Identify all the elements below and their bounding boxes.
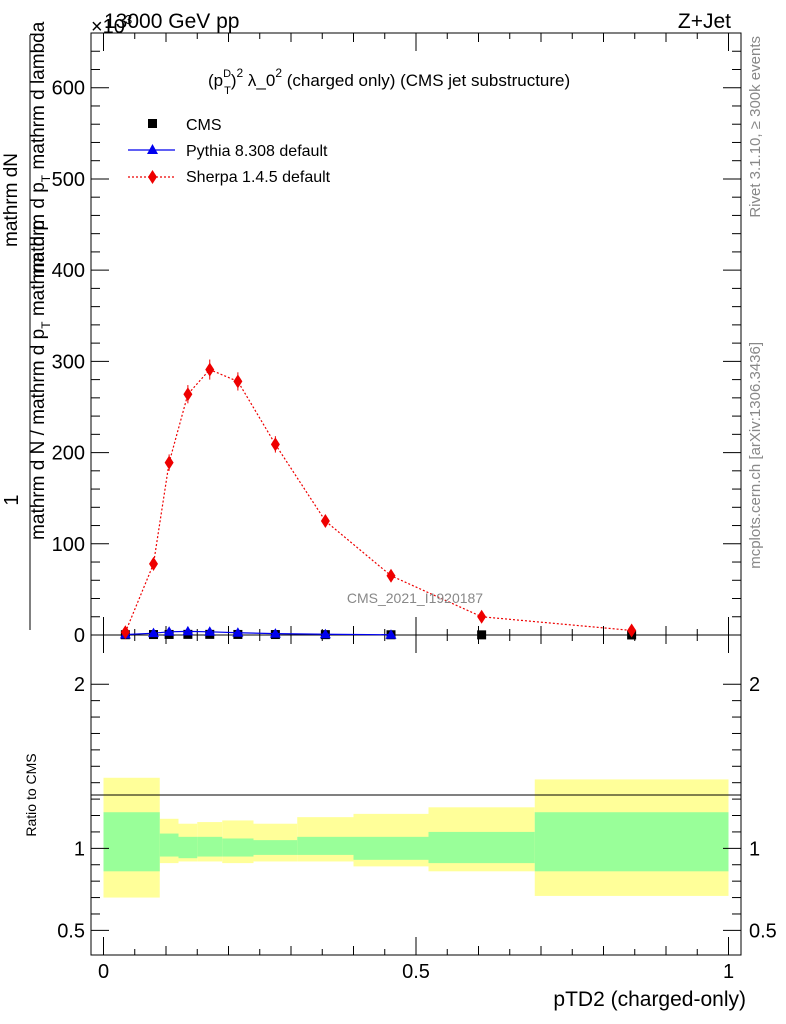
y-label-numerator-top: mathrm dN	[1, 153, 22, 247]
x-tick-label: 0.5	[402, 961, 430, 983]
energy-label: 13000 GeV pp	[104, 10, 239, 33]
y-tick-label: 200	[52, 443, 85, 465]
ratio-band-1sigma	[428, 831, 535, 864]
legend-entry-pythia: Pythia 8.308 default	[128, 143, 328, 160]
analysis-label: CMS_2021_I1920187	[347, 590, 483, 606]
x-tick-label: 1	[723, 961, 734, 983]
ratio-bands	[103, 777, 729, 898]
legend-entry-cms: CMS	[148, 117, 222, 134]
data-point	[120, 625, 130, 640]
ratio-y-tick-label-right: 1	[749, 838, 760, 860]
data-point	[320, 513, 330, 528]
ratio-y-tick-label: 0.5	[57, 920, 85, 942]
series-sherpa	[120, 359, 637, 640]
ratio-y-tick-label-right: 0.5	[749, 920, 777, 942]
ratio-band-1sigma	[534, 812, 729, 872]
data-point	[386, 568, 396, 583]
y-tick-label: 600	[52, 78, 85, 100]
y-tick-label: 500	[52, 169, 85, 191]
y-label-one: 1	[1, 494, 23, 505]
data-point	[233, 374, 243, 389]
ratio-band-1sigma	[159, 833, 179, 857]
y-axis-label: 1 mathrm d N / mathrm d pT mathrm d p ma…	[1, 21, 53, 630]
data-point	[205, 362, 215, 377]
ratio-band-1sigma	[353, 836, 429, 860]
data-point	[627, 623, 637, 638]
data-point	[477, 630, 487, 640]
data-point	[269, 628, 281, 638]
x-axis-label: pTD2 (charged-only)	[553, 988, 746, 1011]
ratio-y-tick-label-right: 2	[749, 674, 760, 696]
data-point	[477, 609, 487, 624]
ratio-band-1sigma	[197, 836, 223, 857]
ratio-y-label: Ratio to CMS	[23, 753, 39, 836]
ratio-band-1sigma	[222, 838, 254, 857]
data-point	[148, 627, 159, 638]
y-multiplier: ×103	[91, 12, 132, 38]
y-tick-label: 300	[52, 351, 85, 373]
data-point	[385, 629, 397, 639]
ratio-y-tick-label: 2	[74, 674, 85, 696]
data-point	[183, 387, 193, 402]
series-pythia	[119, 625, 397, 639]
data-point	[204, 626, 216, 636]
process-label: Z+Jet	[678, 10, 731, 33]
ratio-band-1sigma	[178, 836, 198, 859]
data-point	[319, 628, 331, 639]
data-point	[149, 556, 158, 571]
legend-label: Pythia 8.308 default	[186, 143, 328, 160]
plot-title: (pD T)2 λ_02 (charged only) (CMS jet subs…	[208, 66, 570, 97]
data-point	[163, 626, 175, 636]
data-point	[182, 625, 194, 636]
data-point	[232, 627, 244, 637]
legend-label: CMS	[186, 117, 222, 134]
ratio-band-1sigma	[103, 812, 160, 872]
legend-marker-diamond	[148, 170, 157, 184]
rivet-label: Rivet 3.1.10, ≥ 300k events	[747, 36, 764, 218]
legend-marker-triangle	[147, 144, 158, 154]
ratio-band-1sigma	[297, 836, 354, 855]
series-layer	[119, 359, 637, 640]
mcplots-label: mcplots.cern.ch [arXiv:1306.3436]	[747, 342, 764, 569]
y-label-denominator: mathrm d N / mathrm d pT mathrm d p	[28, 220, 53, 540]
data-point	[270, 437, 280, 452]
y-tick-label: 0	[74, 625, 85, 647]
ratio-band-1sigma	[253, 840, 298, 855]
legend-marker-square	[148, 119, 157, 128]
data-point	[164, 455, 174, 470]
legend-entry-sherpa: Sherpa 1.4.5 default	[128, 169, 331, 186]
y-tick-label: 100	[52, 534, 85, 556]
ratio-y-tick-label: 1	[74, 838, 85, 860]
y-tick-label: 400	[52, 260, 85, 282]
x-tick-label: 0	[98, 961, 109, 983]
legend: CMS Pythia 8.308 default Sherpa 1.4.5 de…	[128, 117, 331, 186]
y-label-numerator-bottom: mathrm d pT mathrm d lambda	[28, 21, 53, 278]
legend-label: Sherpa 1.4.5 default	[186, 169, 331, 186]
